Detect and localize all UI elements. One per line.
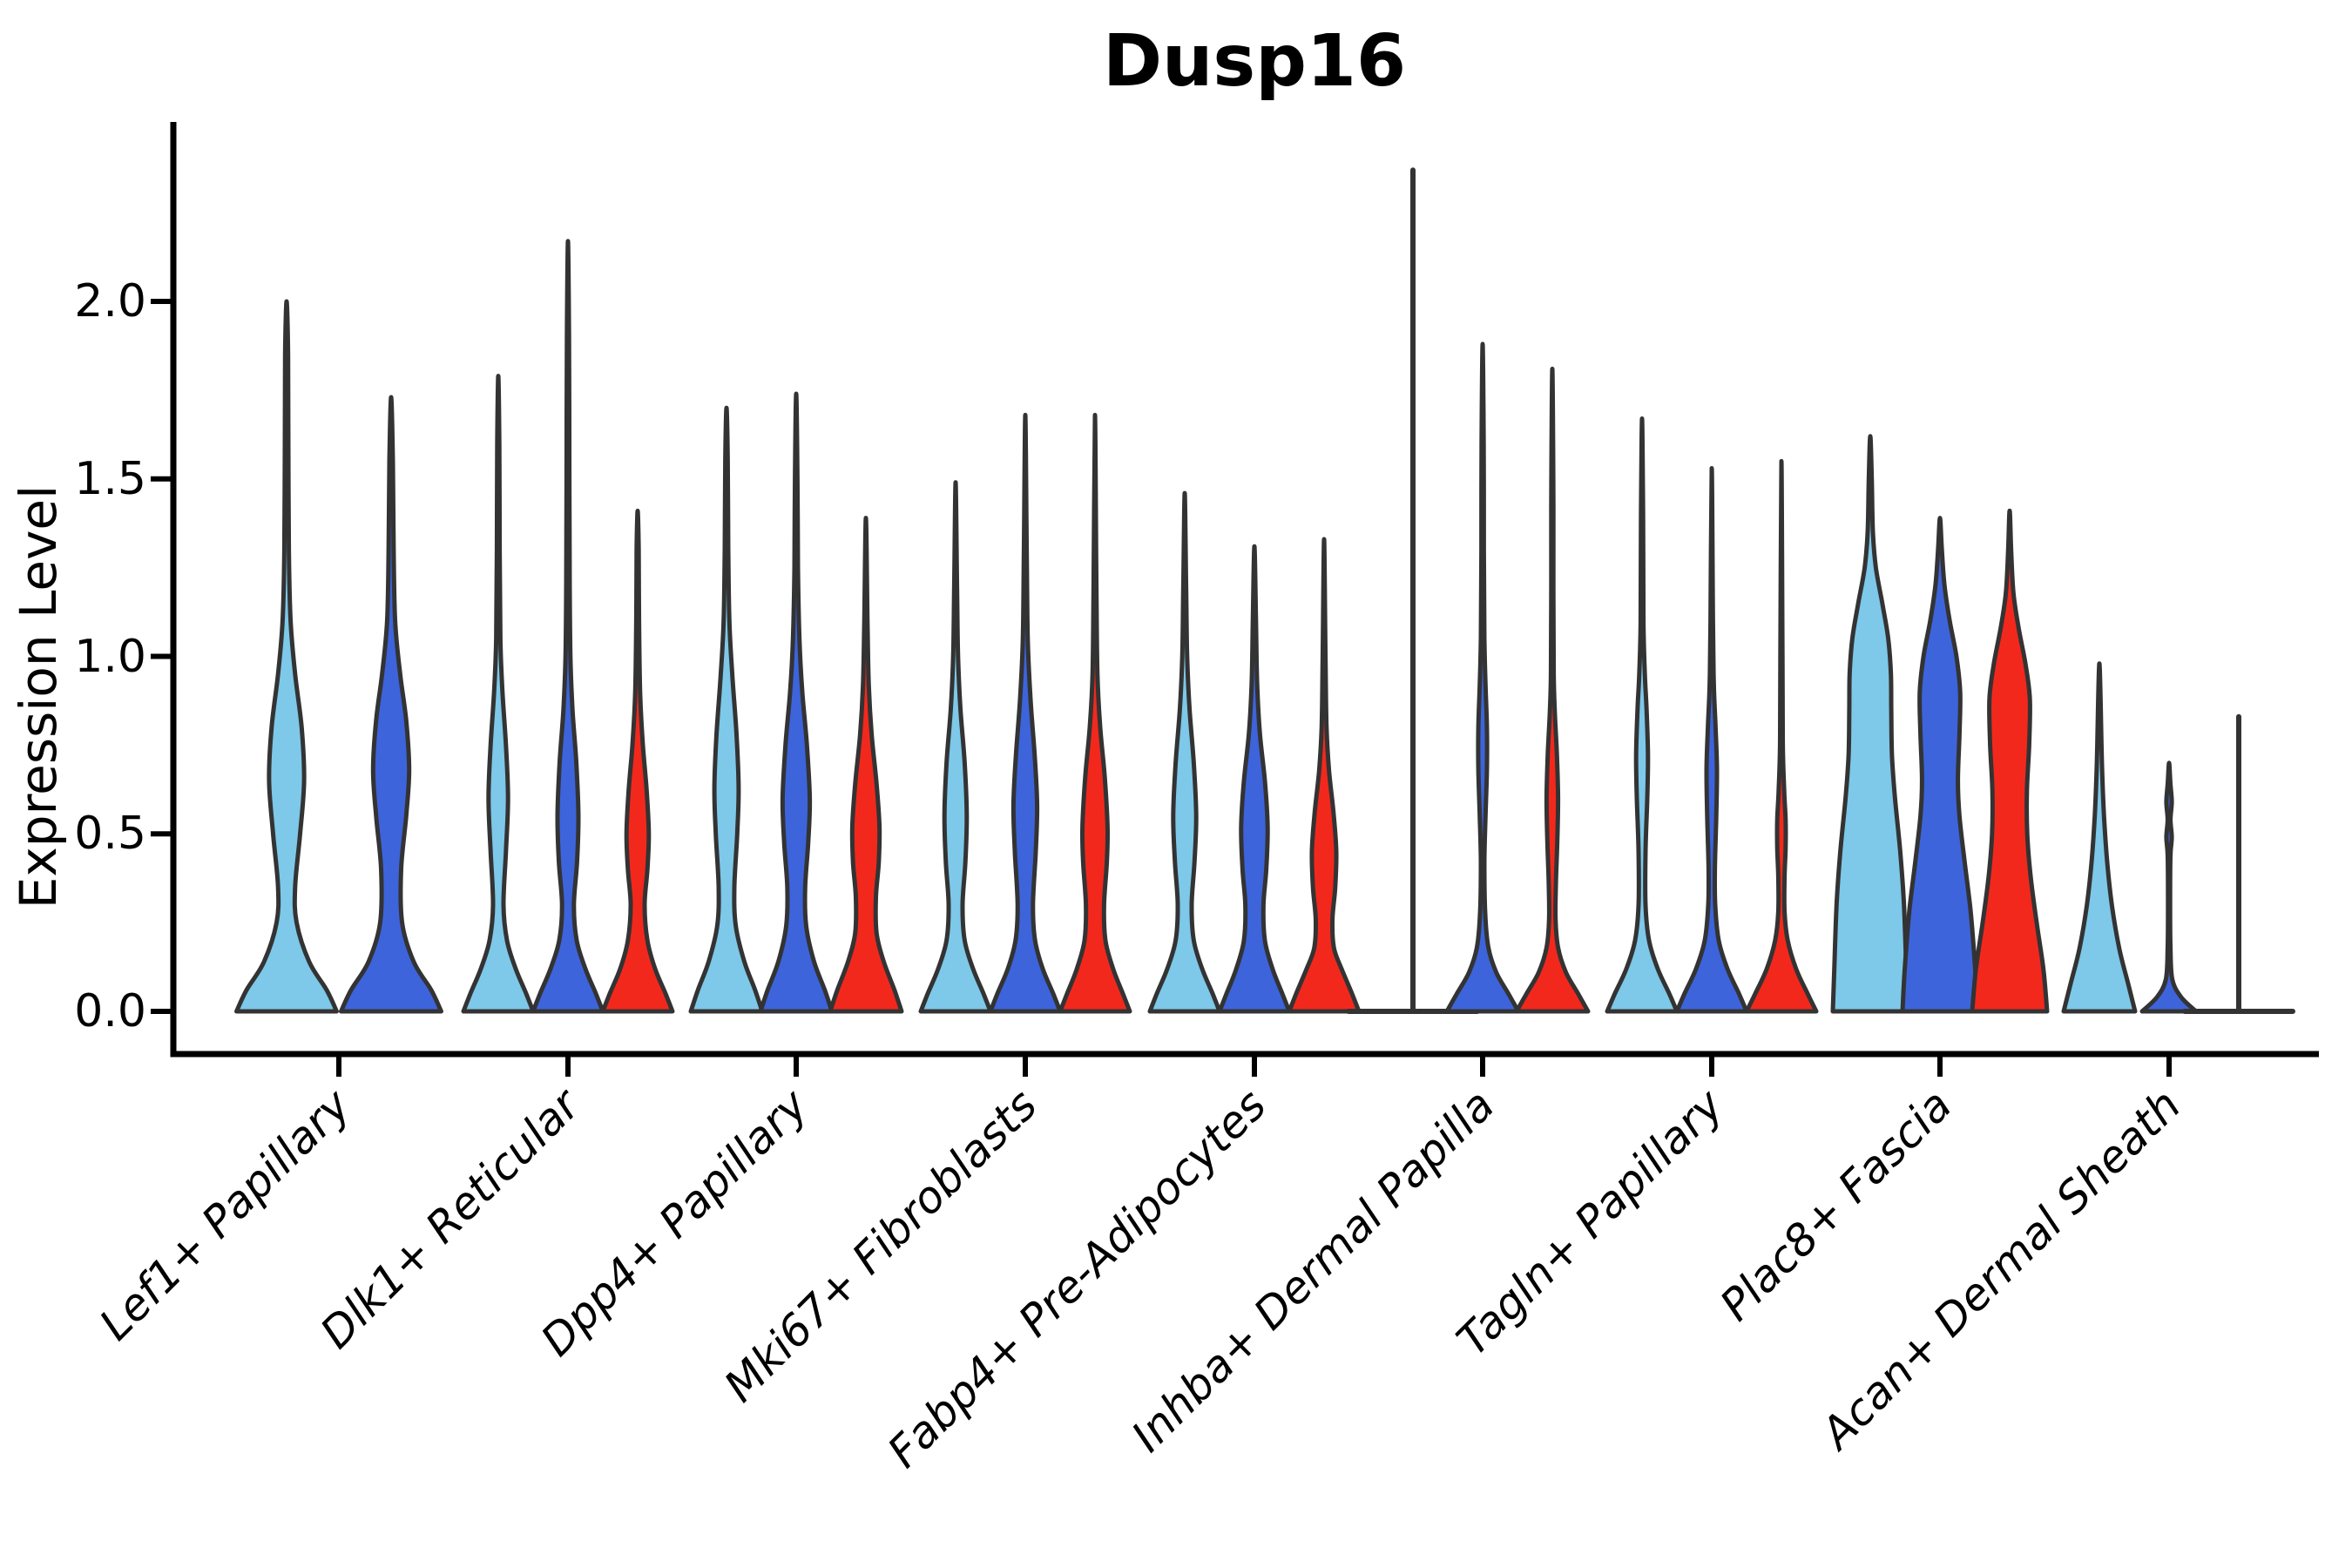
violin-Acan-slot0 [2139,760,2199,1014]
y-tick-label: 1.5 [74,453,146,505]
violin-Dpp4-slot-1 [688,405,765,1014]
violin-Plac8-slot1 [1970,508,2050,1014]
violin-line-Acan-slot1 [2182,713,2295,1014]
violin-Acan-slot-1 [2061,661,2138,1014]
x-tick-label: Plac8+ Fascia [1711,1079,1962,1330]
violin-Tagln-slot-1 [1605,416,1680,1014]
violin-Dlk1-slot0 [531,239,605,1014]
violins-group [234,167,2295,1014]
x-tick-labels: Lef1+ Papillary Dlk1+ Reticular Dpp4+ Pa… [90,1078,2190,1477]
x-tick-label: Lef1+ Papillary [90,1078,361,1349]
violin-Mki67-slot-1 [918,480,993,1014]
y-tick-label: 2.0 [74,275,146,328]
tick-marks-group [151,299,2172,1077]
violin-Inhba-slot0 [1444,341,1521,1014]
violin-Dlk1-slot1 [600,508,675,1014]
y-tick-label: 1.0 [74,631,146,683]
x-tick-label: Fabp4+ Pre-Adipocytes [878,1079,1276,1477]
violin-Fabp4-slot0 [1217,544,1292,1014]
violin-Plac8-slot0 [1900,516,1980,1014]
x-tick-label: Acan+ Dermal Sheath [1810,1079,2191,1460]
violin-Plac8-slot-1 [1830,434,1910,1014]
violin-Tagln-slot0 [1674,466,1749,1014]
x-tick-label: Inhba+ Dermal Papilla [1122,1079,1504,1461]
violin-line-Inhba-slot-1 [1346,167,1480,1014]
y-tick-label: 0.0 [74,985,146,1037]
violin-Dpp4-slot1 [828,516,904,1014]
violin-Dpp4-slot0 [758,391,835,1014]
violin-Fabp4-slot1 [1287,537,1362,1014]
y-tick-label: 0.5 [74,808,146,860]
violin-Lef1-slot1 [339,395,443,1014]
violin-Inhba-slot1 [1514,366,1591,1014]
violin-Dlk1-slot-1 [461,374,536,1014]
violin-Tagln-slot1 [1744,458,1819,1014]
violin-Mki67-slot0 [988,412,1063,1014]
violin-Lef1-slot-1 [234,299,339,1014]
y-tick-labels: 0.0 0.5 1.0 1.5 2.0 [74,275,146,1037]
chart-title: Dusp16 [1103,20,1406,103]
violin-Fabp4-slot-1 [1147,490,1222,1014]
violin-Mki67-slot1 [1058,412,1132,1014]
y-axis-label: Expression Level [9,485,68,909]
